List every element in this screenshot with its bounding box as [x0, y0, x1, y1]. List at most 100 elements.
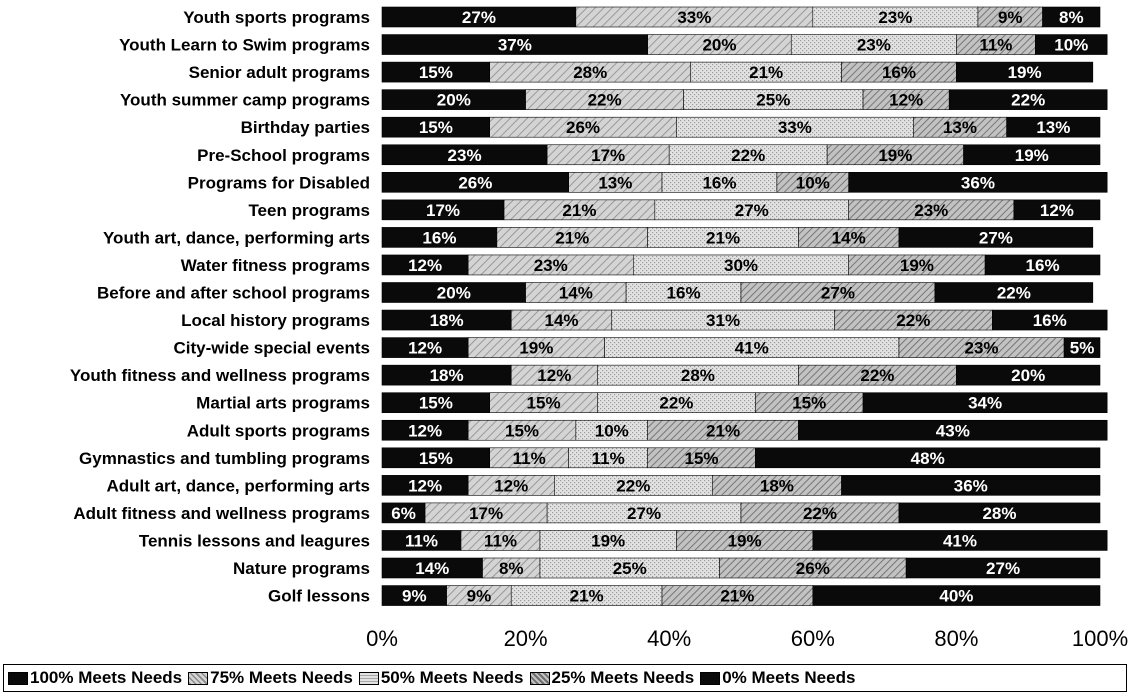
legend: 100% Meets Needs 75% Meets Needs 50% Meets… [3, 664, 1127, 692]
data-label: 33% [677, 8, 711, 27]
legend-label: 50% Meets Needs [380, 668, 524, 687]
plot-area: 27% 33% 23% 9% 8% 37% 20% 23% 11% 10% 15% 28% 21% 16%… [381, 6, 1108, 606]
category-label: Local history programs [181, 311, 370, 330]
category-label: Senior adult programs [189, 63, 370, 82]
data-label: 20% [1011, 366, 1045, 385]
data-label: 17% [469, 504, 503, 523]
data-label: 14% [415, 559, 449, 578]
data-label: 36% [954, 476, 988, 495]
data-label: 11% [592, 449, 625, 468]
data-label: 18% [760, 476, 794, 495]
data-label: 15% [419, 118, 453, 137]
data-label: 43% [936, 421, 970, 440]
data-label: 9% [467, 587, 492, 606]
data-label: 11% [484, 531, 517, 550]
data-label: 21% [706, 421, 740, 440]
category-label: Programs for Disabled [188, 173, 370, 192]
bar-segment [963, 144, 1101, 166]
bar-segment [812, 530, 1108, 551]
category-label: Pre-School programs [197, 146, 370, 165]
category-label: Gymnastics and tumbling programs [79, 449, 370, 468]
data-label: 36% [961, 173, 995, 192]
data-label: 15% [419, 449, 453, 468]
x-tick-label: 20% [504, 626, 548, 651]
category-label: Youth art, dance, performing arts [103, 228, 370, 247]
data-label: 23% [878, 8, 912, 27]
data-label: 21% [570, 587, 604, 606]
legend-swatch [529, 671, 550, 685]
data-label: 27% [821, 284, 855, 303]
data-label: 12% [537, 366, 571, 385]
bar-segment [1035, 34, 1108, 55]
data-label: 22% [1011, 91, 1045, 110]
category-label: Water fitness programs [181, 256, 370, 275]
legend-swatch [188, 671, 209, 685]
bar-segment [798, 419, 1108, 441]
data-label: 17% [591, 146, 625, 165]
data-label: 37% [498, 36, 532, 55]
data-label: 10% [1054, 36, 1088, 55]
data-label: 48% [911, 449, 945, 468]
data-label: 5% [1070, 339, 1095, 358]
data-label: 16% [1026, 256, 1060, 275]
data-label: 15% [419, 394, 453, 413]
data-label: 28% [982, 504, 1016, 523]
data-label: 17% [426, 201, 460, 220]
data-label: 11% [513, 449, 546, 468]
data-label: 34% [968, 394, 1002, 413]
data-label: 26% [796, 559, 830, 578]
data-label: 16% [702, 173, 736, 192]
bar-segment [1042, 6, 1101, 28]
bar-segment [755, 447, 1101, 469]
stacked-bar-chart: 27% 33% 23% 9% 8% 37% 20% 23% 11% 10% 15% 28% 21% 16%… [70, 6, 1128, 651]
data-label: 19% [900, 256, 934, 275]
x-tick-label: 100% [1072, 626, 1128, 651]
data-label: 41% [735, 339, 769, 358]
data-label: 19% [1008, 63, 1042, 82]
data-label: 23% [965, 339, 999, 358]
data-label: 27% [979, 228, 1013, 247]
x-tick-label: 60% [791, 626, 835, 651]
data-label: 21% [555, 228, 589, 247]
data-label: 33% [778, 118, 812, 137]
data-label: 23% [448, 146, 482, 165]
data-label: 15% [527, 394, 561, 413]
legend-label: 75% Meets Needs [210, 668, 353, 687]
legend-swatch [700, 671, 721, 685]
category-label: Youth Learn to Swim programs [119, 36, 370, 55]
data-label: 12% [408, 476, 442, 495]
data-label: 23% [914, 201, 948, 220]
data-label: 22% [997, 284, 1031, 303]
category-label: Adult sports programs [187, 421, 370, 440]
legend-swatch [358, 671, 379, 685]
data-label: 13% [1036, 118, 1070, 137]
category-label: City-wide special events [173, 339, 370, 358]
category-label: Youth sports programs [183, 8, 370, 27]
data-label: 15% [684, 449, 718, 468]
bar-segment [905, 557, 1101, 579]
legend-label: 0% Meets Needs [722, 668, 856, 687]
category-label: Before and after school programs [97, 284, 370, 303]
data-label: 14% [544, 311, 578, 330]
data-label: 6% [391, 504, 416, 523]
data-label: 31% [706, 311, 740, 330]
data-label: 19% [519, 339, 553, 358]
category-label: Golf lessons [268, 587, 370, 606]
data-label: 16% [422, 228, 456, 247]
data-label: 20% [702, 36, 736, 55]
data-label: 19% [591, 531, 625, 550]
legend-item: 0% Meets Needs [700, 668, 855, 688]
bar-segment [898, 502, 1101, 524]
data-label: 14% [559, 284, 593, 303]
category-label: Birthday parties [241, 118, 370, 137]
legend-label: 100% Meets Needs [30, 668, 183, 687]
data-label: 10% [796, 173, 830, 192]
legend-item: 50% Meets Needs [358, 668, 524, 688]
bar-segment [956, 61, 1094, 83]
data-label: 22% [860, 366, 894, 385]
category-label: Youth fitness and wellness programs [70, 366, 370, 385]
data-label: 27% [627, 504, 661, 523]
data-label: 15% [419, 63, 453, 82]
x-tick-label: 40% [647, 626, 691, 651]
data-label: 11% [979, 36, 1012, 55]
